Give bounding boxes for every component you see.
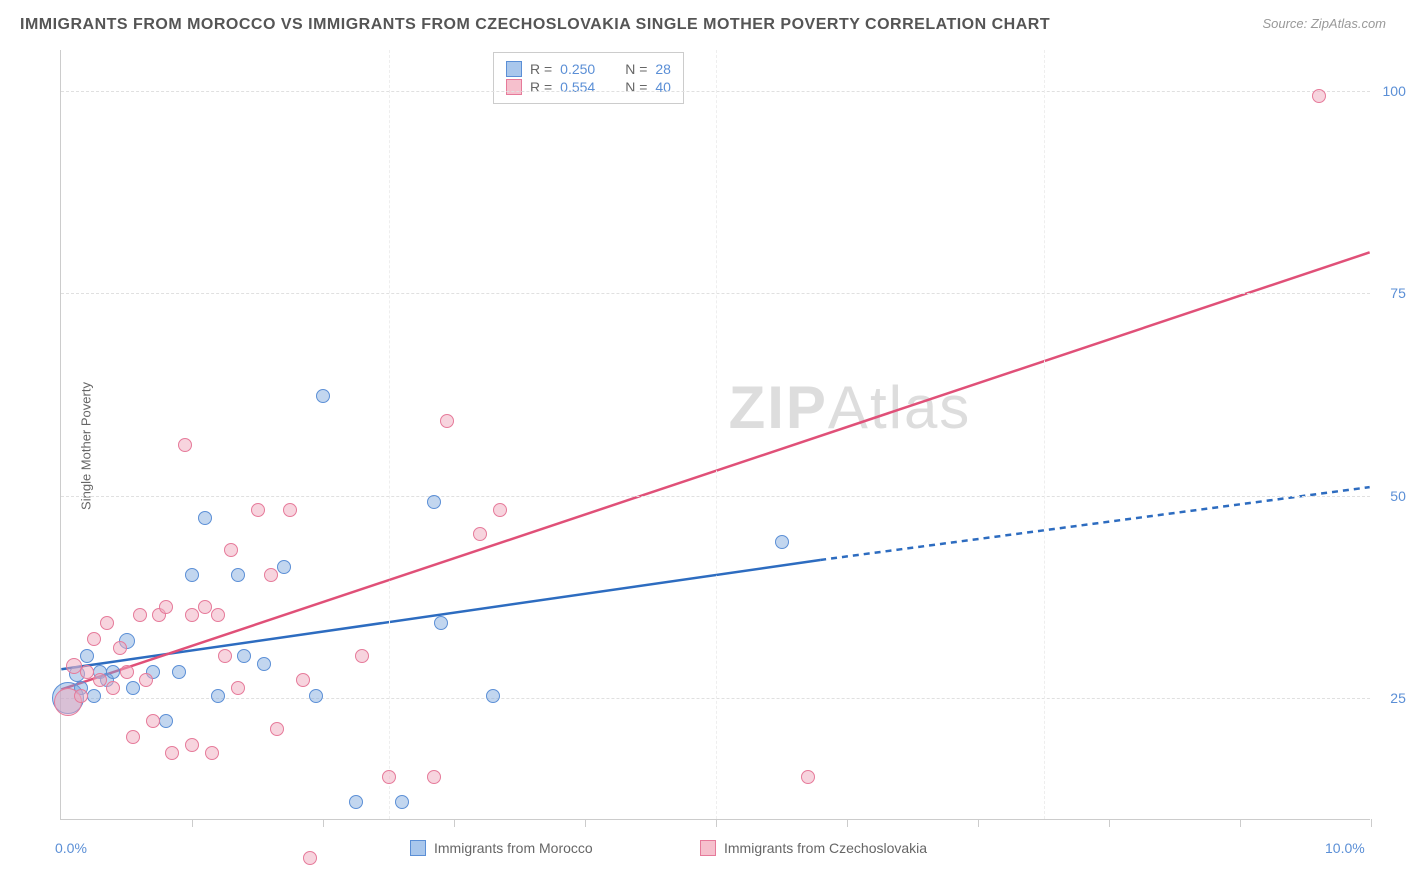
y-tick-label: 75.0% (1390, 285, 1406, 301)
x-tick-min: 0.0% (55, 840, 87, 856)
data-point-czechoslovakia (100, 616, 114, 630)
watermark-bold: ZIP (729, 374, 828, 441)
x-tick (847, 819, 848, 827)
data-point-czechoslovakia (355, 649, 369, 663)
data-point-czechoslovakia (146, 714, 160, 728)
legend-swatch-1 (410, 840, 426, 856)
data-point-czechoslovakia (303, 851, 317, 865)
data-point-morocco (349, 795, 363, 809)
data-point-czechoslovakia (106, 681, 120, 695)
gridline-v (389, 50, 390, 819)
legend-label-1: Immigrants from Morocco (434, 840, 593, 856)
data-point-morocco (486, 689, 500, 703)
legend-stat-row: R =0.250N =28 (506, 61, 671, 77)
data-point-czechoslovakia (165, 746, 179, 760)
data-point-czechoslovakia (473, 527, 487, 541)
data-point-morocco (395, 795, 409, 809)
gridline-v (1044, 50, 1045, 819)
y-tick-label: 50.0% (1390, 488, 1406, 504)
x-tick-max: 10.0% (1325, 840, 1365, 856)
watermark-light: Atlas (828, 374, 971, 441)
legend-stat-row: R =0.554N =40 (506, 79, 671, 95)
data-point-czechoslovakia (218, 649, 232, 663)
data-point-czechoslovakia (133, 608, 147, 622)
data-point-czechoslovakia (801, 770, 815, 784)
data-point-morocco (231, 568, 245, 582)
data-point-morocco (257, 657, 271, 671)
data-point-czechoslovakia (120, 665, 134, 679)
y-tick-label: 25.0% (1390, 690, 1406, 706)
data-point-czechoslovakia (178, 438, 192, 452)
x-tick (978, 819, 979, 827)
legend-swatch-2 (700, 840, 716, 856)
data-point-czechoslovakia (296, 673, 310, 687)
data-point-morocco (159, 714, 173, 728)
plot-area: ZIPAtlas R =0.250N =28R =0.554N =40 25.0… (60, 50, 1370, 820)
data-point-morocco (185, 568, 199, 582)
data-point-czechoslovakia (440, 414, 454, 428)
x-tick (1240, 819, 1241, 827)
legend-series-2: Immigrants from Czechoslovakia (700, 840, 927, 856)
watermark: ZIPAtlas (729, 373, 972, 442)
x-tick (454, 819, 455, 827)
x-tick (716, 819, 717, 827)
x-tick (192, 819, 193, 827)
data-point-czechoslovakia (251, 503, 265, 517)
data-point-morocco (277, 560, 291, 574)
data-point-morocco (198, 511, 212, 525)
legend-label-2: Immigrants from Czechoslovakia (724, 840, 927, 856)
data-point-czechoslovakia (113, 641, 127, 655)
gridline-v (716, 50, 717, 819)
data-point-czechoslovakia (74, 689, 88, 703)
data-point-czechoslovakia (382, 770, 396, 784)
data-point-czechoslovakia (270, 722, 284, 736)
chart-title: IMMIGRANTS FROM MOROCCO VS IMMIGRANTS FR… (20, 16, 1050, 34)
x-tick (585, 819, 586, 827)
data-point-czechoslovakia (139, 673, 153, 687)
legend-series-1: Immigrants from Morocco (410, 840, 593, 856)
data-point-czechoslovakia (126, 730, 140, 744)
data-point-czechoslovakia (185, 738, 199, 752)
data-point-czechoslovakia (231, 681, 245, 695)
source-attribution: Source: ZipAtlas.com (1262, 16, 1386, 31)
data-point-czechoslovakia (198, 600, 212, 614)
data-point-czechoslovakia (493, 503, 507, 517)
data-point-czechoslovakia (205, 746, 219, 760)
data-point-morocco (211, 689, 225, 703)
data-point-morocco (775, 535, 789, 549)
data-point-czechoslovakia (1312, 89, 1326, 103)
data-point-czechoslovakia (159, 600, 173, 614)
data-point-morocco (87, 689, 101, 703)
x-tick (1109, 819, 1110, 827)
data-point-czechoslovakia (185, 608, 199, 622)
data-point-czechoslovakia (283, 503, 297, 517)
data-point-morocco (126, 681, 140, 695)
legend-stats: R =0.250N =28 R =0.554N =40 (493, 52, 684, 104)
data-point-czechoslovakia (264, 568, 278, 582)
data-point-czechoslovakia (211, 608, 225, 622)
data-point-czechoslovakia (93, 673, 107, 687)
data-point-morocco (316, 389, 330, 403)
data-point-morocco (172, 665, 186, 679)
data-point-czechoslovakia (224, 543, 238, 557)
data-point-morocco (80, 649, 94, 663)
data-point-morocco (237, 649, 251, 663)
data-point-morocco (427, 495, 441, 509)
x-tick (323, 819, 324, 827)
x-tick (1371, 819, 1372, 827)
data-point-morocco (309, 689, 323, 703)
data-point-morocco (106, 665, 120, 679)
data-point-czechoslovakia (80, 665, 94, 679)
data-point-czechoslovakia (427, 770, 441, 784)
y-tick-label: 100.0% (1383, 83, 1406, 99)
data-point-czechoslovakia (87, 632, 101, 646)
data-point-morocco (434, 616, 448, 630)
